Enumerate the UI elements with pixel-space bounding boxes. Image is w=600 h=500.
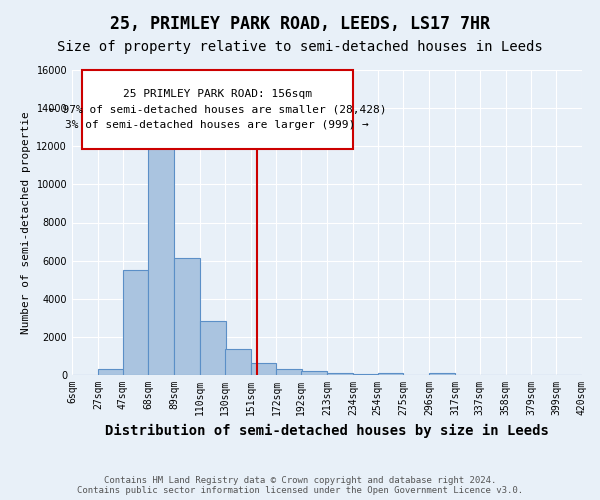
Text: Contains HM Land Registry data © Crown copyright and database right 2024.: Contains HM Land Registry data © Crown c…	[104, 476, 496, 485]
Bar	[353, 374, 379, 375]
Bar	[174, 258, 200, 375]
Text: 25 PRIMLEY PARK ROAD: 156sqm
← 97% of semi-detached houses are smaller (28,428)
: 25 PRIMLEY PARK ROAD: 156sqm ← 97% of se…	[49, 89, 386, 130]
Bar	[122, 270, 148, 375]
Bar	[327, 372, 353, 375]
Bar	[377, 374, 403, 375]
Bar	[200, 320, 226, 375]
Bar	[277, 368, 302, 375]
Bar	[148, 138, 174, 375]
Bar	[429, 374, 455, 375]
Y-axis label: Number of semi-detached propertie: Number of semi-detached propertie	[21, 111, 31, 334]
Text: Contains public sector information licensed under the Open Government Licence v3: Contains public sector information licen…	[77, 486, 523, 495]
FancyBboxPatch shape	[82, 70, 353, 150]
Bar	[98, 368, 124, 375]
Text: 25, PRIMLEY PARK ROAD, LEEDS, LS17 7HR: 25, PRIMLEY PARK ROAD, LEEDS, LS17 7HR	[110, 15, 490, 33]
Bar	[251, 363, 277, 375]
Bar	[225, 350, 251, 375]
Text: Size of property relative to semi-detached houses in Leeds: Size of property relative to semi-detach…	[57, 40, 543, 54]
X-axis label: Distribution of semi-detached houses by size in Leeds: Distribution of semi-detached houses by …	[105, 424, 549, 438]
Bar	[301, 372, 327, 375]
